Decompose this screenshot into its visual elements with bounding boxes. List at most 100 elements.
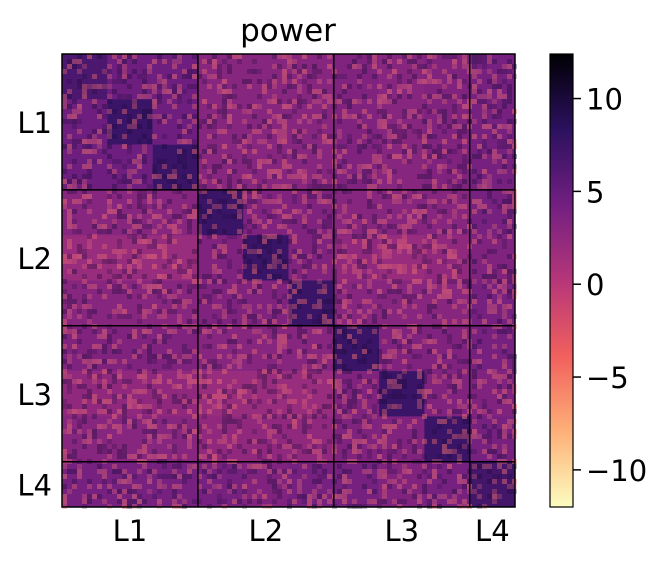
noise-pixel <box>472 449 477 454</box>
noise-pixel <box>127 119 132 124</box>
noise-pixel <box>72 199 77 204</box>
heatmap-cell <box>62 54 108 100</box>
noise-pixel <box>157 294 162 299</box>
noise-pixel <box>497 394 502 399</box>
noise-pixel <box>282 54 287 59</box>
noise-pixel <box>267 414 272 419</box>
noise-pixel <box>147 94 152 99</box>
noise-pixel <box>162 454 167 459</box>
noise-pixel <box>302 464 307 469</box>
noise-pixel <box>207 329 212 334</box>
noise-pixel <box>127 259 132 264</box>
noise-pixel <box>422 379 427 384</box>
noise-pixel <box>367 394 372 399</box>
noise-pixel <box>397 244 402 249</box>
noise-pixel <box>222 99 227 104</box>
noise-pixel <box>112 469 117 474</box>
noise-pixel <box>67 379 72 384</box>
noise-pixel <box>327 499 332 504</box>
noise-pixel <box>212 169 217 174</box>
noise-pixel <box>472 489 477 494</box>
y-tick-label: L2 <box>17 242 52 276</box>
noise-pixel <box>192 314 197 319</box>
noise-pixel <box>502 64 507 69</box>
noise-pixel <box>172 464 177 469</box>
noise-pixel <box>87 394 92 399</box>
noise-pixel <box>267 304 272 309</box>
noise-pixel <box>377 109 382 114</box>
noise-pixel <box>492 489 497 494</box>
noise-pixel <box>502 279 507 284</box>
noise-pixel <box>112 394 117 399</box>
noise-pixel <box>377 224 382 229</box>
noise-pixel <box>217 254 222 259</box>
noise-pixel <box>227 114 232 119</box>
noise-pixel <box>177 264 182 269</box>
noise-pixel <box>137 194 142 199</box>
noise-pixel <box>427 94 432 99</box>
noise-pixel <box>407 364 412 369</box>
noise-pixel <box>142 389 147 394</box>
noise-pixel <box>497 264 502 269</box>
noise-pixel <box>302 174 307 179</box>
heatmap-cell <box>379 416 425 462</box>
noise-pixel <box>252 249 257 254</box>
noise-pixel <box>107 169 112 174</box>
noise-pixel <box>247 354 252 359</box>
noise-pixel <box>137 354 142 359</box>
noise-pixel <box>147 424 152 429</box>
noise-pixel <box>477 144 482 149</box>
noise-pixel <box>462 444 467 449</box>
noise-pixel <box>142 194 147 199</box>
noise-pixel <box>497 169 502 174</box>
noise-pixel <box>487 269 492 274</box>
noise-pixel <box>127 274 132 279</box>
noise-pixel <box>372 464 377 469</box>
noise-pixel <box>97 359 102 364</box>
noise-pixel <box>232 359 237 364</box>
noise-pixel <box>387 454 392 459</box>
noise-pixel <box>222 189 227 194</box>
noise-pixel <box>142 144 147 149</box>
noise-pixel <box>367 289 372 294</box>
noise-pixel <box>317 184 322 189</box>
noise-pixel <box>177 484 182 489</box>
noise-pixel <box>357 329 362 334</box>
noise-pixel <box>427 124 432 129</box>
noise-pixel <box>97 109 102 114</box>
noise-pixel <box>242 109 247 114</box>
noise-pixel <box>162 89 167 94</box>
noise-pixel <box>397 474 402 479</box>
noise-pixel <box>122 449 127 454</box>
noise-pixel <box>157 289 162 294</box>
noise-pixel <box>307 374 312 379</box>
noise-pixel <box>412 434 417 439</box>
noise-pixel <box>222 434 227 439</box>
noise-pixel <box>257 269 262 274</box>
noise-pixel <box>162 394 167 399</box>
noise-pixel <box>397 214 402 219</box>
noise-pixel <box>427 339 432 344</box>
noise-pixel <box>507 294 512 299</box>
noise-pixel <box>212 314 217 319</box>
noise-pixel <box>367 139 372 144</box>
noise-pixel <box>357 164 362 169</box>
noise-pixel <box>347 104 352 109</box>
noise-pixel <box>62 499 67 504</box>
noise-pixel <box>297 104 302 109</box>
noise-pixel <box>262 494 267 499</box>
noise-pixel <box>352 404 357 409</box>
noise-pixel <box>372 434 377 439</box>
noise-pixel <box>237 429 242 434</box>
noise-pixel <box>212 254 217 259</box>
noise-pixel <box>422 69 427 74</box>
noise-pixel <box>127 124 132 129</box>
noise-pixel <box>227 289 232 294</box>
noise-pixel <box>252 439 257 444</box>
noise-pixel <box>137 249 142 254</box>
noise-pixel <box>297 254 302 259</box>
noise-pixel <box>502 424 507 429</box>
noise-pixel <box>187 379 192 384</box>
noise-pixel <box>192 249 197 254</box>
noise-pixel <box>187 124 192 129</box>
